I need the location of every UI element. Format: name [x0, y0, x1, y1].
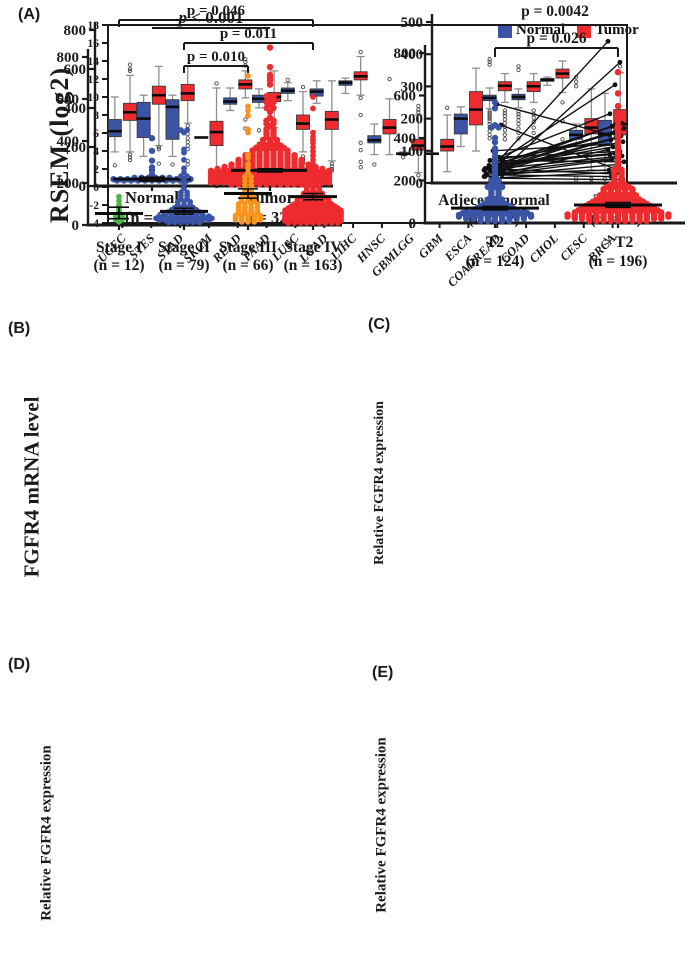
panel-d-y-axis-label: Relative FGFR4 expression — [38, 745, 55, 921]
svg-text:(n = 124): (n = 124) — [466, 253, 525, 270]
svg-text:100: 100 — [401, 144, 424, 160]
panel-a-label: (A) — [18, 6, 41, 23]
svg-text:p = 0.0042: p = 0.0042 — [521, 3, 589, 20]
svg-text:400: 400 — [401, 47, 424, 63]
svg-text:(n = 66): (n = 66) — [222, 257, 273, 274]
panel-e-y-axis-label: Relative FGFR4 expression — [373, 737, 390, 913]
svg-text:Stage II: Stage II — [158, 239, 210, 256]
svg-text:0: 0 — [93, 182, 99, 194]
svg-text:Stage IV: Stage IV — [284, 239, 342, 256]
svg-text:p = 0.026: p = 0.026 — [526, 30, 586, 47]
svg-text:p = 0.011: p = 0.011 — [220, 26, 277, 42]
svg-text:(n = 163): (n = 163) — [284, 257, 343, 274]
svg-text:200: 200 — [394, 174, 417, 190]
svg-text:400: 400 — [394, 131, 417, 147]
svg-text:T2: T2 — [486, 234, 504, 251]
legend-swatch-normal — [498, 23, 512, 38]
svg-text:16: 16 — [88, 38, 100, 50]
svg-text:4: 4 — [93, 146, 99, 158]
svg-text:> T2: > T2 — [603, 234, 634, 251]
svg-text:2: 2 — [93, 164, 99, 176]
svg-text:200: 200 — [64, 140, 87, 156]
panel-b-label: (B) — [8, 320, 31, 337]
svg-text:800: 800 — [394, 46, 417, 62]
svg-text:400: 400 — [64, 101, 87, 117]
svg-text:p = 0.046: p = 0.046 — [187, 3, 246, 19]
svg-text:8: 8 — [93, 110, 99, 122]
svg-text:200: 200 — [57, 176, 80, 192]
svg-text:600: 600 — [394, 89, 417, 105]
svg-text:(n = 196): (n = 196) — [589, 253, 648, 270]
panel-e-stripplot: 0 200 400 600 800 p = 0.026 T2 (n = 124) > T2 (n … — [355, 0, 700, 270]
panel-a-boxplot: 181614121086420-2-4UCECSTESSTADSKCMREADP… — [0, 0, 700, 300]
svg-text:Stage III: Stage III — [219, 239, 277, 256]
svg-text:p = 0.010: p = 0.010 — [187, 49, 245, 65]
svg-text:500: 500 — [401, 15, 424, 31]
svg-text:800: 800 — [64, 23, 87, 39]
svg-text:0: 0 — [79, 179, 87, 195]
svg-text:6: 6 — [93, 128, 99, 140]
svg-text:12: 12 — [88, 74, 100, 86]
panel-b-y-axis-label: FGFR4 mRNA level — [19, 396, 44, 578]
svg-text:(n = 79): (n = 79) — [158, 257, 209, 274]
svg-text:0: 0 — [416, 176, 424, 192]
panel-e-label: (E) — [372, 664, 394, 681]
svg-text:18: 18 — [88, 20, 100, 32]
panel-c-y-axis-label: Relative FGFR4 expression — [372, 401, 387, 565]
svg-text:800: 800 — [57, 50, 80, 66]
svg-text:Stage I: Stage I — [96, 239, 142, 256]
svg-text:-2: -2 — [89, 200, 99, 212]
svg-text:300: 300 — [401, 79, 424, 95]
svg-text:14: 14 — [88, 56, 100, 68]
svg-text:400: 400 — [57, 134, 80, 150]
svg-text:(n = 12): (n = 12) — [93, 257, 144, 274]
svg-text:200: 200 — [401, 112, 424, 128]
svg-text:10: 10 — [88, 92, 100, 104]
svg-text:0: 0 — [72, 218, 80, 234]
svg-text:Normal: Normal — [125, 188, 179, 207]
svg-text:600: 600 — [57, 92, 80, 108]
legend-swatch-tumor — [577, 23, 592, 38]
panel-d-stripplot: 0 200 400 600 800 p = 0.046 p = 0.011 p = 0.010… — [0, 0, 360, 274]
svg-text:p < 0.001: p < 0.001 — [177, 8, 244, 27]
svg-text:0: 0 — [409, 216, 417, 232]
panel-c-label: (C) — [368, 316, 391, 333]
svg-text:600: 600 — [64, 62, 87, 78]
panel-d-label: (D) — [8, 656, 31, 673]
